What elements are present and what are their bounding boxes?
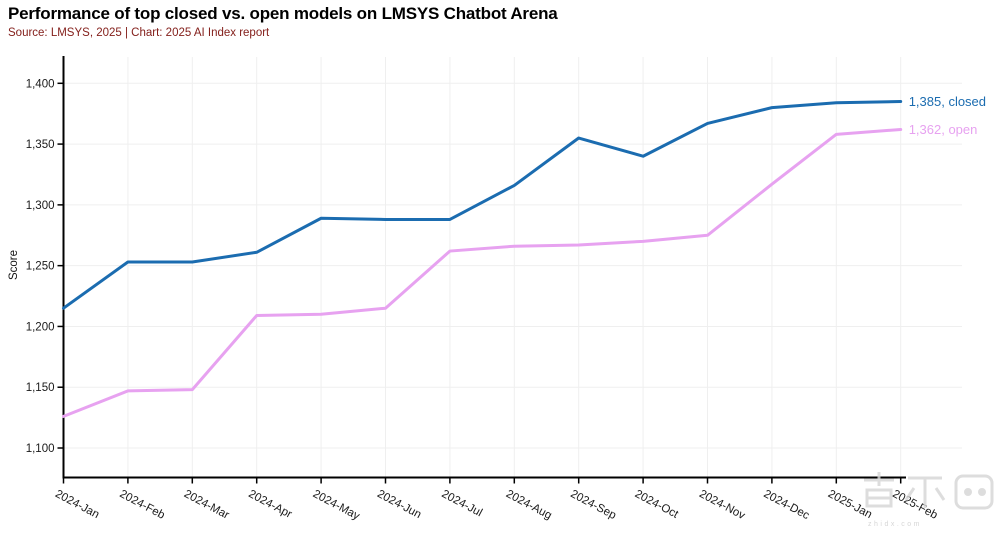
y-tick-label: 1,300 xyxy=(26,200,55,212)
x-tick-label: 2024-Mar xyxy=(182,488,231,522)
series-closed xyxy=(62,100,903,310)
x-tick-label: 2024-Jan xyxy=(53,488,101,521)
x-tick-label: 2024-May xyxy=(311,488,362,523)
y-tick-label: 1,400 xyxy=(26,78,55,90)
x-tick-label: 2024-Dec xyxy=(761,488,811,522)
series-end-label-open: 1,362, open xyxy=(909,122,978,137)
x-tick-label: 2024-Oct xyxy=(633,488,681,521)
series-open xyxy=(62,127,903,418)
chart-source-caption: Source: LMSYS, 2025 | Chart: 2025 AI Ind… xyxy=(8,27,270,39)
x-tick-label: 2025-Jan xyxy=(826,488,874,521)
x-tick-label: 2024-Sep xyxy=(568,488,618,522)
x-tick-label: 2024-Jun xyxy=(375,488,423,521)
series-end-label-closed: 1,385, closed xyxy=(909,94,986,109)
y-tick-label: 1,100 xyxy=(26,443,55,455)
page-title: Performance of top closed vs. open model… xyxy=(8,4,558,23)
y-tick-label: 1,250 xyxy=(26,261,55,273)
axis xyxy=(62,56,906,479)
y-tick-label: 1,350 xyxy=(26,139,55,151)
y-axis-title: Score xyxy=(8,250,20,280)
x-tick-label: 2024-Feb xyxy=(117,488,166,522)
y-tick-label: 1,200 xyxy=(26,321,55,333)
x-tick-label: 2024-Apr xyxy=(246,488,294,521)
x-tick-label: 2024-Aug xyxy=(504,488,554,522)
y-tick-label: 1,150 xyxy=(26,382,55,394)
x-tick-label: 2024-Jul xyxy=(439,488,484,519)
x-tick-label: 2025-Feb xyxy=(890,488,939,522)
x-tick-label: 2024-Nov xyxy=(697,488,747,522)
